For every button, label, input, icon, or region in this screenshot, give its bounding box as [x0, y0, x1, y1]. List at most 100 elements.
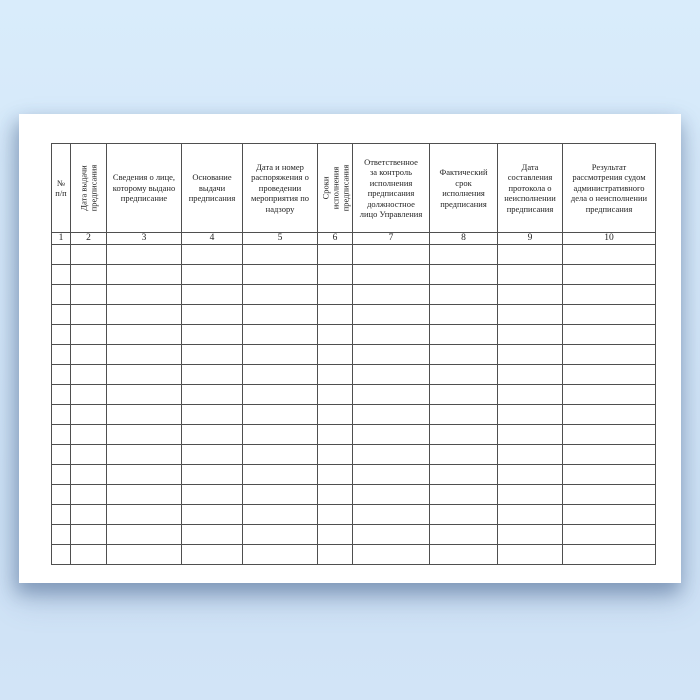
- empty-cell: [181, 444, 243, 465]
- empty-cell: [352, 324, 430, 345]
- empty-cell: [181, 524, 243, 545]
- table-row: [51, 504, 656, 525]
- empty-cell: [70, 544, 107, 565]
- table-body: [51, 244, 656, 565]
- empty-cell: [429, 344, 498, 365]
- empty-cell: [352, 524, 430, 545]
- empty-cell: [497, 484, 563, 505]
- empty-cell: [497, 264, 563, 285]
- empty-cell: [317, 464, 353, 485]
- empty-cell: [242, 244, 318, 265]
- empty-cell: [51, 464, 71, 485]
- empty-cell: [242, 324, 318, 345]
- col-header-responsible-official: Ответственное за контроль исполнения пре…: [352, 143, 430, 233]
- empty-cell: [429, 304, 498, 325]
- empty-cell: [497, 444, 563, 465]
- col-header-issue-basis: Основание выдачи предписания: [181, 143, 243, 233]
- col-header-order-date-number: Дата и номер распоряжения о проведении м…: [242, 143, 318, 233]
- empty-cell: [562, 324, 656, 345]
- column-number: 8: [429, 232, 498, 245]
- empty-cell: [352, 424, 430, 445]
- column-number-row: 1 2 3 4 5 6 7 8 9 10: [51, 232, 656, 245]
- empty-cell: [429, 384, 498, 405]
- empty-cell: [317, 524, 353, 545]
- column-number: 10: [562, 232, 656, 245]
- empty-cell: [70, 304, 107, 325]
- empty-cell: [70, 364, 107, 385]
- empty-cell: [352, 244, 430, 265]
- empty-cell: [106, 264, 182, 285]
- empty-cell: [429, 504, 498, 525]
- empty-cell: [51, 424, 71, 445]
- empty-cell: [562, 384, 656, 405]
- empty-cell: [352, 284, 430, 305]
- column-number: 2: [70, 232, 107, 245]
- empty-cell: [317, 264, 353, 285]
- table-row: [51, 344, 656, 365]
- empty-cell: [429, 424, 498, 445]
- table-row: [51, 264, 656, 285]
- vertical-label-wrap: Дата выдачи предписания: [71, 155, 106, 222]
- empty-cell: [181, 324, 243, 345]
- empty-cell: [51, 264, 71, 285]
- table-row: [51, 384, 656, 405]
- empty-cell: [242, 464, 318, 485]
- empty-cell: [562, 524, 656, 545]
- empty-cell: [242, 344, 318, 365]
- empty-cell: [51, 544, 71, 565]
- empty-cell: [497, 404, 563, 425]
- empty-cell: [562, 244, 656, 265]
- empty-cell: [497, 424, 563, 445]
- empty-cell: [429, 264, 498, 285]
- empty-cell: [317, 504, 353, 525]
- empty-cell: [70, 424, 107, 445]
- empty-cell: [497, 324, 563, 345]
- empty-cell: [497, 524, 563, 545]
- col-header-row-number: № п/п: [51, 143, 71, 233]
- empty-cell: [352, 264, 430, 285]
- empty-cell: [106, 324, 182, 345]
- empty-cell: [242, 544, 318, 565]
- empty-cell: [352, 544, 430, 565]
- table-row: [51, 324, 656, 345]
- empty-cell: [70, 444, 107, 465]
- column-number: 1: [51, 232, 71, 245]
- empty-cell: [562, 504, 656, 525]
- empty-cell: [317, 544, 353, 565]
- empty-cell: [181, 364, 243, 385]
- document-sheet: № п/п Дата выдачи предписания Сведения о…: [19, 114, 681, 583]
- empty-cell: [242, 404, 318, 425]
- empty-cell: [429, 364, 498, 385]
- empty-cell: [106, 344, 182, 365]
- empty-cell: [352, 304, 430, 325]
- empty-cell: [70, 284, 107, 305]
- empty-cell: [317, 444, 353, 465]
- empty-cell: [352, 384, 430, 405]
- empty-cell: [51, 284, 71, 305]
- registry-table: № п/п Дата выдачи предписания Сведения о…: [51, 143, 656, 565]
- empty-cell: [70, 244, 107, 265]
- empty-cell: [562, 404, 656, 425]
- empty-cell: [181, 504, 243, 525]
- empty-cell: [181, 544, 243, 565]
- table-row: [51, 364, 656, 385]
- empty-cell: [429, 464, 498, 485]
- table-row: [51, 464, 656, 485]
- empty-cell: [497, 364, 563, 385]
- table-row: [51, 444, 656, 465]
- empty-cell: [106, 404, 182, 425]
- empty-cell: [242, 264, 318, 285]
- table-row: [51, 544, 656, 565]
- table-row: [51, 284, 656, 305]
- empty-cell: [352, 364, 430, 385]
- empty-cell: [562, 364, 656, 385]
- empty-cell: [497, 544, 563, 565]
- empty-cell: [181, 344, 243, 365]
- empty-cell: [51, 384, 71, 405]
- header-row: № п/п Дата выдачи предписания Сведения о…: [51, 143, 656, 233]
- empty-cell: [106, 484, 182, 505]
- empty-cell: [497, 344, 563, 365]
- empty-cell: [429, 484, 498, 505]
- empty-cell: [429, 404, 498, 425]
- empty-cell: [242, 524, 318, 545]
